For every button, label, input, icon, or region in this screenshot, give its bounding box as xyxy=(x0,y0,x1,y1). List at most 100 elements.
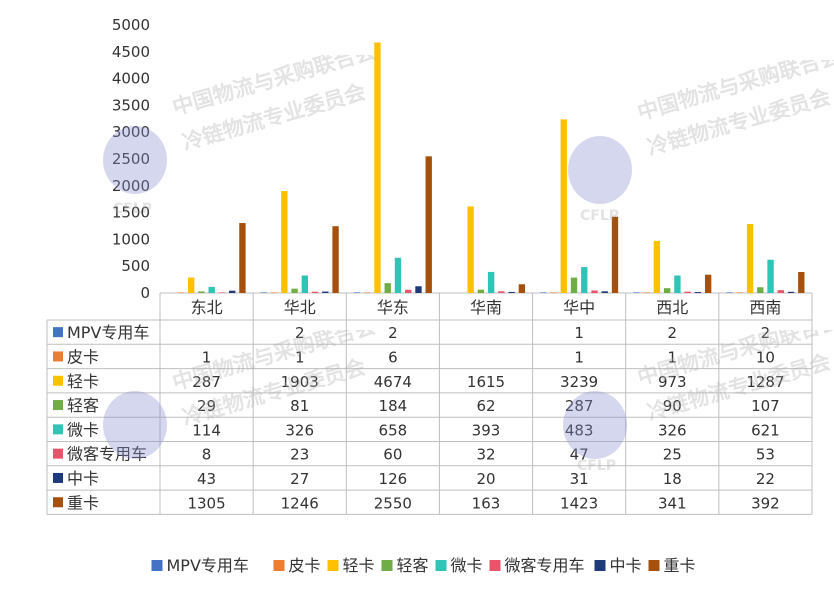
table-series-swatch xyxy=(53,472,63,483)
bar xyxy=(611,216,619,293)
data-label: 2 xyxy=(295,324,305,342)
bar xyxy=(560,119,567,293)
legend-swatch xyxy=(273,560,285,571)
data-label: 81 xyxy=(290,397,309,415)
legend-label: 皮卡 xyxy=(289,556,321,575)
data-label: 1 xyxy=(202,348,212,366)
bar xyxy=(767,259,774,293)
bar xyxy=(550,292,557,293)
bar xyxy=(322,291,329,293)
data-label: 973 xyxy=(658,373,687,391)
legend-label: 微客专用车 xyxy=(505,556,585,575)
data-label: 393 xyxy=(472,421,501,439)
category-label: 西北 xyxy=(656,298,688,317)
bar xyxy=(177,292,185,293)
y-tick-label: 2500 xyxy=(112,150,150,168)
data-label: 483 xyxy=(565,421,594,439)
legend-swatch xyxy=(648,560,660,571)
bar xyxy=(694,292,702,293)
y-tick-label: 1000 xyxy=(112,230,150,248)
bar xyxy=(281,190,288,293)
y-tick-label: 3000 xyxy=(112,123,150,141)
y-tick-label: 2000 xyxy=(112,177,150,195)
bar xyxy=(746,224,754,293)
data-label: 126 xyxy=(379,470,408,488)
bar xyxy=(239,223,246,293)
table-series-label: MPV专用车 xyxy=(67,323,149,342)
bar xyxy=(498,291,505,293)
data-label: 32 xyxy=(476,446,495,464)
data-label: 1287 xyxy=(746,373,784,391)
data-label: 1903 xyxy=(281,373,319,391)
legend-label: 微卡 xyxy=(451,556,483,575)
data-label: 1 xyxy=(295,348,305,366)
bar xyxy=(674,275,681,293)
data-label: 53 xyxy=(756,446,775,464)
bar xyxy=(477,289,485,293)
bar xyxy=(540,292,547,293)
table-series-label: 轻客 xyxy=(67,396,99,415)
bar xyxy=(653,240,661,293)
table-series-swatch xyxy=(53,327,63,338)
data-label: 25 xyxy=(663,446,682,464)
bar xyxy=(270,292,278,293)
axis-layer: 0 500 1000 1500 2000 2500 3000 3500 4000 4500 5000 xyxy=(112,16,812,302)
bar xyxy=(570,277,578,293)
bar xyxy=(777,290,784,293)
bar xyxy=(291,288,298,293)
category-label: 华北 xyxy=(284,298,316,317)
y-tick-label: 1500 xyxy=(112,204,150,222)
data-label: 18 xyxy=(663,470,682,488)
y-tick-label: 5000 xyxy=(112,16,150,34)
bar xyxy=(757,287,764,293)
data-label: 23 xyxy=(290,446,309,464)
data-label: 10 xyxy=(756,348,775,366)
bar xyxy=(684,291,691,293)
bar xyxy=(218,292,226,293)
legend-swatch xyxy=(435,560,447,571)
bar xyxy=(353,292,361,293)
bar xyxy=(798,271,805,293)
legend-swatch xyxy=(594,560,606,571)
data-label: 326 xyxy=(658,421,687,439)
bar xyxy=(188,277,195,293)
legend-label: MPV专用车 xyxy=(167,556,249,575)
bar xyxy=(374,42,381,293)
bar xyxy=(384,283,391,293)
data-label: 326 xyxy=(285,421,314,439)
table-series-label: 微卡 xyxy=(67,420,99,439)
data-label: 90 xyxy=(663,397,682,415)
data-label: 43 xyxy=(197,470,216,488)
data-label: 27 xyxy=(290,470,309,488)
table-series-swatch xyxy=(53,375,63,386)
data-label: 287 xyxy=(192,373,221,391)
bar xyxy=(198,291,205,293)
data-label: 1305 xyxy=(187,494,225,512)
data-label: 621 xyxy=(751,421,780,439)
bar xyxy=(415,286,422,293)
category-label: 华东 xyxy=(377,298,409,317)
y-tick-label: 4500 xyxy=(112,43,150,61)
category-label: 华南 xyxy=(470,298,502,317)
bar xyxy=(726,292,733,293)
category-label: 西南 xyxy=(749,298,781,317)
data-label: 163 xyxy=(472,494,501,512)
data-label: 1615 xyxy=(467,373,505,391)
data-label: 22 xyxy=(756,470,775,488)
bar xyxy=(311,291,319,293)
data-label: 341 xyxy=(658,494,687,512)
data-label: 2 xyxy=(761,324,771,342)
data-label: 658 xyxy=(379,421,408,439)
table-series-swatch xyxy=(53,497,63,508)
category-label: 东北 xyxy=(191,298,223,317)
table-series-swatch xyxy=(53,400,63,411)
y-tick-label: 500 xyxy=(121,257,150,275)
category-label: 华中 xyxy=(563,298,595,317)
data-label: 6 xyxy=(388,348,398,366)
y-tick-label: 4000 xyxy=(112,70,150,88)
bar xyxy=(704,274,712,293)
data-label: 31 xyxy=(570,470,589,488)
data-label: 47 xyxy=(570,446,589,464)
